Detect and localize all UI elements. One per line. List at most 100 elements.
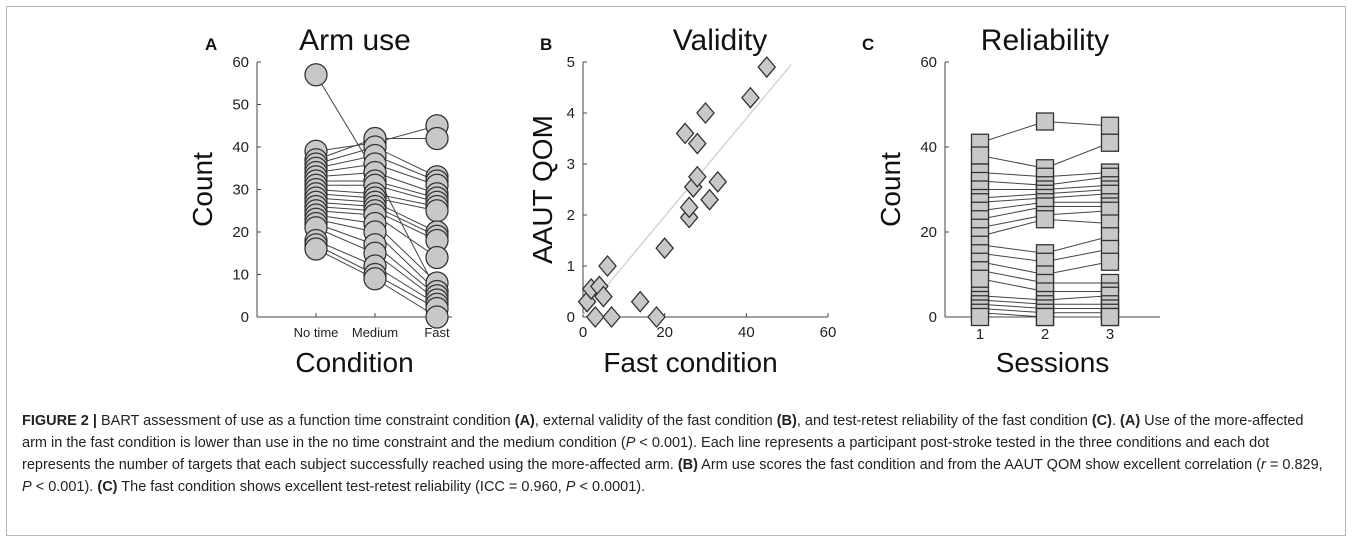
figure-frame xyxy=(6,6,1346,536)
y-tick-label-b: 1 xyxy=(567,258,575,275)
y-tick-label-c: 40 xyxy=(920,139,937,156)
x-axis-label-c: Sessions xyxy=(996,347,1110,378)
caption-text-1: BART assessment of use as a function tim… xyxy=(96,413,515,429)
panel-title-b: Validity xyxy=(673,24,767,57)
caption-ref-c: (C) xyxy=(1091,413,1112,429)
figure-caption: FIGURE 2 | BART assessment of use as a f… xyxy=(22,410,1332,498)
caption-text-8: = 0.829, xyxy=(1265,457,1323,473)
caption-p-3: P xyxy=(565,479,576,495)
panel-title-c: Reliability xyxy=(981,24,1109,57)
caption-text-3: , and test-retest reliability of the fas… xyxy=(796,413,1092,429)
y-tick-label-a: 20 xyxy=(232,224,249,241)
y-tick-label-a: 30 xyxy=(232,182,249,199)
data-point-c xyxy=(1100,307,1120,327)
panel-a-chart: A Arm use Condition Count 0 10 20 30 40 50 60 No ti… xyxy=(187,24,452,378)
panel-letter-b: B xyxy=(540,35,552,54)
y-tick-label-c: 0 xyxy=(929,309,937,326)
caption-ref-b-2: (B) xyxy=(677,457,698,473)
y-tick-label-b: 2 xyxy=(567,207,575,224)
caption-ref-c-2: (C) xyxy=(97,479,118,495)
x-tick-label-a: Medium xyxy=(352,325,398,340)
caption-ref-a: (A) xyxy=(514,413,535,429)
data-point-b xyxy=(708,170,728,193)
data-point-b xyxy=(630,290,650,313)
data-point-b xyxy=(598,254,617,278)
y-tick-label-c: 20 xyxy=(920,224,937,241)
y-axis-label-b: AAUT QOM xyxy=(527,115,558,264)
data-point-b xyxy=(687,165,707,188)
data-point-b xyxy=(655,237,675,260)
data-point-a xyxy=(304,63,328,87)
data-point-c xyxy=(1100,252,1120,271)
caption-p-1: P xyxy=(625,435,636,451)
y-tick-label-a: 10 xyxy=(232,267,249,284)
x-tick-label-b: 40 xyxy=(738,324,755,341)
x-axis-label-b: Fast condition xyxy=(603,347,777,378)
y-axis-label-a: Count xyxy=(187,152,218,227)
data-point-c xyxy=(1035,210,1055,229)
data-point-b xyxy=(696,101,715,125)
data-point-b xyxy=(675,122,695,145)
data-point-c xyxy=(1035,112,1055,131)
data-point-a xyxy=(425,126,449,151)
caption-p-2: P xyxy=(22,479,32,495)
data-point-a xyxy=(425,199,449,223)
panel-letter-c: C xyxy=(862,35,874,54)
data-point-b xyxy=(757,56,777,79)
data-point-b xyxy=(741,86,760,109)
caption-text-11: < 0.0001). xyxy=(575,479,646,495)
y-tick-label-a: 60 xyxy=(232,54,249,71)
data-point-a xyxy=(425,305,449,329)
data-point-b xyxy=(647,305,666,329)
y-tick-label-a: 0 xyxy=(241,309,249,326)
caption-text-6: < 0.001). Each line represents a partici… xyxy=(22,435,1270,473)
data-point-b xyxy=(687,132,707,155)
y-tick-label-b: 4 xyxy=(567,105,575,122)
y-tick-label-a: 50 xyxy=(232,97,249,114)
data-point-b xyxy=(700,188,719,211)
panel-letter-a: A xyxy=(205,35,217,54)
caption-text-4: . xyxy=(1111,413,1121,429)
x-tick-label-a: No time xyxy=(294,325,339,340)
data-point-a xyxy=(425,245,449,270)
data-point-b xyxy=(594,285,613,308)
caption-ref-b: (B) xyxy=(776,413,797,429)
x-tick-label-b: 20 xyxy=(656,324,673,341)
x-tick-label-b: 0 xyxy=(579,324,587,341)
panel-title-a: Arm use xyxy=(299,24,411,57)
x-axis-label-a: Condition xyxy=(295,347,413,378)
data-point-b xyxy=(679,196,699,219)
data-point-c xyxy=(1100,133,1120,152)
data-point-c xyxy=(970,146,990,165)
x-tick-label-c: 2 xyxy=(1041,326,1049,343)
caption-text-5: Use of the more-affected arm in the fast… xyxy=(22,413,1304,451)
y-axis-label-c: Count xyxy=(875,152,906,227)
data-point-a xyxy=(304,237,328,261)
y-tick-label-b: 0 xyxy=(567,309,575,326)
panel-c-chart: C Reliability Sessions Count 0 20 40 60 1 2 3 xyxy=(862,24,1160,378)
data-point-c xyxy=(1100,116,1120,135)
x-tick-label-a: Fast xyxy=(424,325,450,340)
y-tick-label-b: 3 xyxy=(567,156,575,173)
panel-b-chart: B Validity Fast condition AAUT QOM 0 1 2 3 4 5 0 20… xyxy=(527,24,836,378)
figure-label: FIGURE 2 | xyxy=(22,413,97,429)
data-point-a xyxy=(363,267,387,291)
y-tick-label-c: 60 xyxy=(920,54,937,71)
caption-ref-a-2: (A) xyxy=(1120,413,1141,429)
x-tick-label-c: 3 xyxy=(1106,326,1114,343)
data-point-c xyxy=(1035,307,1055,327)
y-tick-label-b: 5 xyxy=(567,54,575,71)
caption-text-7: Arm use scores the fast condition and fr… xyxy=(697,457,1262,473)
data-point-b xyxy=(585,305,605,329)
caption-text-2: , external validity of the fast conditio… xyxy=(534,413,777,429)
y-tick-label-a: 40 xyxy=(232,139,249,156)
caption-r: r xyxy=(1261,457,1266,473)
caption-text-9: < 0.001). xyxy=(31,479,98,495)
caption-text-10: The fast condition shows excellent test-… xyxy=(117,479,566,495)
data-point-b xyxy=(602,305,621,329)
x-tick-label-c: 1 xyxy=(976,326,984,343)
x-tick-label-b: 60 xyxy=(820,324,837,341)
data-point-c xyxy=(970,269,990,288)
data-point-c xyxy=(970,307,990,327)
